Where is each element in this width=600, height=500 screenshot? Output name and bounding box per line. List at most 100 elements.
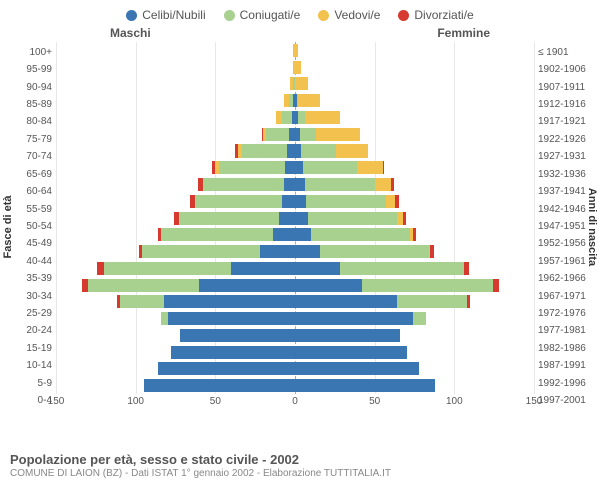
- bar-segment: [282, 111, 292, 124]
- bar-segment: [282, 195, 295, 208]
- age-row: [56, 193, 534, 210]
- legend-label: Vedovi/e: [334, 8, 380, 22]
- male-bar: [56, 245, 295, 258]
- male-bar: [56, 77, 295, 90]
- bar-segment: [295, 77, 308, 90]
- female-bar: [295, 77, 534, 90]
- x-tick: 50: [369, 396, 380, 407]
- bar-segment: [104, 262, 231, 275]
- female-bar: [295, 379, 534, 392]
- male-bar: [56, 111, 295, 124]
- bar-segment: [295, 279, 362, 292]
- bar-segment: [306, 195, 386, 208]
- bar-segment: [413, 312, 426, 325]
- birth-tick: 1977-1981: [538, 323, 600, 340]
- bar-segment: [120, 295, 165, 308]
- female-bar: [295, 245, 534, 258]
- age-tick: 80-84: [0, 114, 52, 131]
- bar-segment: [320, 245, 428, 258]
- age-row: [56, 210, 534, 227]
- bar-segment: [287, 144, 295, 157]
- birth-tick: 1907-1911: [538, 79, 600, 96]
- bar-segment: [260, 245, 295, 258]
- male-bar: [56, 178, 295, 191]
- age-row: [56, 126, 534, 143]
- bar-segment: [395, 195, 398, 208]
- chart-subtitle: COMUNE DI LAION (BZ) - Dati ISTAT 1° gen…: [10, 468, 590, 479]
- age-row: [56, 159, 534, 176]
- bar-segment: [397, 295, 467, 308]
- bar-segment: [308, 212, 397, 225]
- bar-segment: [295, 245, 320, 258]
- male-bar: [56, 61, 295, 74]
- bar-segment: [266, 128, 288, 141]
- bar-segment: [311, 228, 410, 241]
- bar-segment: [340, 262, 464, 275]
- bar-segment: [357, 161, 382, 174]
- x-tick: 0: [292, 396, 298, 407]
- bar-segment: [375, 178, 391, 191]
- bar-segment: [295, 178, 305, 191]
- male-bar: [56, 329, 295, 342]
- age-tick: 20-24: [0, 323, 52, 340]
- bar-segment: [386, 195, 396, 208]
- bar-segment: [180, 212, 279, 225]
- age-row: [56, 226, 534, 243]
- female-bar: [295, 346, 534, 359]
- age-tick: 95-99: [0, 61, 52, 78]
- bar-segment: [300, 128, 316, 141]
- footer: Popolazione per età, sesso e stato civil…: [0, 446, 600, 479]
- male-bar: [56, 144, 295, 157]
- legend: Celibi/NubiliConiugati/eVedovi/eDivorzia…: [0, 0, 600, 26]
- age-tick: 5-9: [0, 375, 52, 392]
- age-row: [56, 143, 534, 160]
- female-bar: [295, 128, 534, 141]
- birth-tick: 1912-1916: [538, 96, 600, 113]
- bar-segment: [303, 161, 357, 174]
- bar-segment: [383, 161, 385, 174]
- bar-segment: [295, 212, 308, 225]
- bar-segment: [362, 279, 493, 292]
- birth-tick: 1967-1971: [538, 288, 600, 305]
- bar-segment: [204, 178, 284, 191]
- bar-segment: [295, 195, 306, 208]
- female-bar: [295, 161, 534, 174]
- male-bar: [56, 195, 295, 208]
- bar-segment: [88, 279, 200, 292]
- bar-segment: [295, 329, 400, 342]
- male-bar: [56, 228, 295, 241]
- x-tick: 150: [48, 396, 65, 407]
- bar-segment: [219, 161, 286, 174]
- male-bar: [56, 346, 295, 359]
- age-row: [56, 293, 534, 310]
- female-bar: [295, 212, 534, 225]
- birth-tick: 1982-1986: [538, 340, 600, 357]
- age-row: [56, 377, 534, 394]
- bar-segment: [196, 195, 282, 208]
- bar-segment: [171, 346, 295, 359]
- age-tick: 0-4: [0, 392, 52, 409]
- birth-tick: 1997-2001: [538, 392, 600, 409]
- bar-segment: [273, 228, 295, 241]
- bar-segment: [298, 94, 320, 107]
- x-axis: 15010050050100150: [56, 396, 534, 412]
- bar-segment: [467, 295, 470, 308]
- age-row: [56, 277, 534, 294]
- x-tick: 50: [210, 396, 221, 407]
- male-bar: [56, 161, 295, 174]
- female-bar: [295, 61, 534, 74]
- bar-segment: [161, 228, 273, 241]
- age-tick: 100+: [0, 44, 52, 61]
- age-tick: 35-39: [0, 270, 52, 287]
- bar-segment: [295, 44, 298, 57]
- male-bar: [56, 44, 295, 57]
- female-bar: [295, 144, 534, 157]
- age-row: [56, 260, 534, 277]
- bar-segment: [242, 144, 287, 157]
- bar-segment: [305, 178, 375, 191]
- legend-item: Vedovi/e: [318, 8, 380, 22]
- plot-area: 15010050050100150: [56, 42, 534, 412]
- male-bar: [56, 94, 295, 107]
- female-bar: [295, 94, 534, 107]
- birth-tick: 1962-1966: [538, 270, 600, 287]
